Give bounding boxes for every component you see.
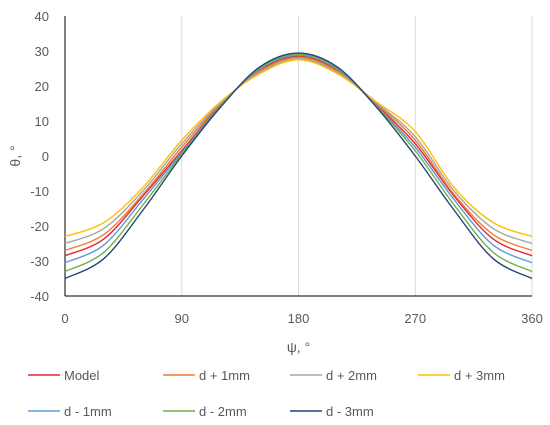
series-line-1	[64, 56, 533, 252]
series-line-6	[64, 52, 533, 280]
series-line-5	[64, 53, 533, 273]
legend-label: d - 3mm	[326, 404, 374, 419]
legend-label: d - 1mm	[64, 404, 112, 419]
x-tick-label: 180	[288, 311, 310, 326]
series-lines	[64, 52, 533, 280]
tick-labels: -40 -30 -20 -10 0 10 20 30 40 0 90 180 270 360	[30, 9, 543, 326]
x-tick-label: 90	[175, 311, 189, 326]
series-line-0	[64, 55, 533, 257]
y-tick-label: -20	[30, 219, 49, 234]
y-tick-label: 10	[35, 114, 49, 129]
x-tick-label: 360	[521, 311, 543, 326]
series-line-3	[64, 59, 533, 238]
y-tick-label: 0	[42, 149, 49, 164]
y-tick-label: 40	[35, 9, 49, 24]
gridlines	[181, 16, 533, 296]
y-tick-label: 30	[35, 44, 49, 59]
legend-label: d + 3mm	[454, 368, 505, 383]
x-tick-label: 0	[61, 311, 68, 326]
legend: Model d + 1mm d + 2mm d + 3mm d - 1mm d - 2mm…	[28, 368, 505, 419]
legend-label: Model	[64, 368, 100, 383]
y-tick-label: -10	[30, 184, 49, 199]
x-tick-label: 270	[404, 311, 426, 326]
legend-label: d + 1mm	[199, 368, 250, 383]
y-tick-label: -40	[30, 289, 49, 304]
x-axis-title: ψ, °	[287, 339, 310, 355]
legend-label: d - 2mm	[199, 404, 247, 419]
y-tick-label: 20	[35, 79, 49, 94]
y-tick-label: -30	[30, 254, 49, 269]
series-line-2	[64, 57, 533, 245]
y-axis-title: θ, °	[7, 145, 23, 166]
legend-label: d + 2mm	[326, 368, 377, 383]
axes	[64, 16, 532, 297]
series-line-4	[64, 54, 533, 264]
